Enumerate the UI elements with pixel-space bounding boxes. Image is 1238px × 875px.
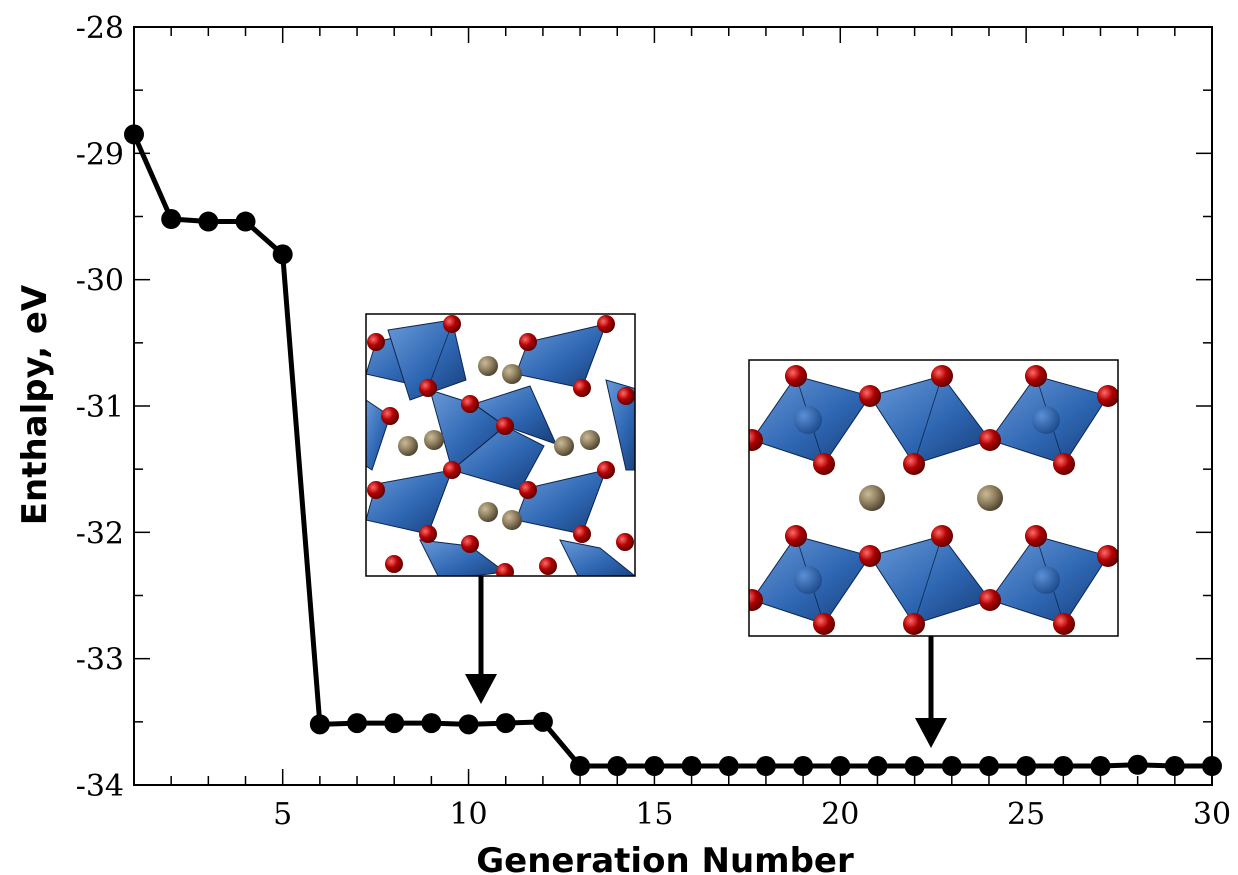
inset-2-arrow bbox=[915, 636, 947, 748]
data-point bbox=[1127, 754, 1148, 775]
data-point bbox=[607, 756, 628, 777]
y-tick-label: -34 bbox=[76, 769, 124, 804]
y-axis-title: Enthalpy, eV bbox=[15, 284, 55, 525]
data-point bbox=[681, 756, 702, 777]
data-point bbox=[161, 209, 182, 230]
y-tick-label: -30 bbox=[76, 264, 124, 299]
x-tick-label: 5 bbox=[273, 797, 292, 832]
y-tick-label: -28 bbox=[76, 11, 124, 46]
inset-1-arrow bbox=[465, 576, 497, 704]
data-point bbox=[793, 756, 814, 777]
data-point bbox=[904, 756, 925, 777]
data-point bbox=[941, 756, 962, 777]
x-tick-label: 10 bbox=[449, 797, 487, 832]
data-point bbox=[978, 756, 999, 777]
y-tick-label: -32 bbox=[76, 516, 124, 551]
x-tick-label: 20 bbox=[821, 797, 859, 832]
enthalpy-series bbox=[124, 124, 1222, 777]
data-point bbox=[1090, 756, 1111, 777]
data-point bbox=[495, 713, 516, 734]
data-point bbox=[755, 756, 776, 777]
data-point bbox=[235, 211, 256, 232]
data-point bbox=[570, 756, 591, 777]
data-point bbox=[347, 713, 368, 734]
data-point bbox=[1053, 756, 1074, 777]
data-point bbox=[198, 211, 219, 232]
y-tick-label: -29 bbox=[76, 137, 124, 172]
data-point bbox=[718, 756, 739, 777]
data-point bbox=[384, 713, 405, 734]
y-tick-label: -31 bbox=[76, 390, 124, 425]
axis-tick-labels: 5 10 15 20 25 30 -34 -33 -32 -31 -30 -29 -28 bbox=[76, 11, 1231, 832]
x-tick-label: 15 bbox=[635, 797, 673, 832]
crystal-structure-inset-2 bbox=[748, 359, 1119, 637]
crystal-structure-inset-1 bbox=[365, 313, 636, 577]
data-point bbox=[1202, 756, 1222, 777]
x-tick-label: 25 bbox=[1007, 797, 1045, 832]
data-point bbox=[458, 714, 479, 735]
data-point bbox=[124, 124, 144, 145]
data-point bbox=[830, 756, 851, 777]
x-axis-title: Generation Number bbox=[476, 841, 854, 875]
data-point bbox=[309, 714, 330, 735]
data-point bbox=[1016, 756, 1037, 777]
data-point bbox=[272, 244, 293, 265]
data-point bbox=[644, 756, 665, 777]
x-tick-label: 30 bbox=[1193, 797, 1231, 832]
data-point bbox=[867, 756, 888, 777]
data-point bbox=[421, 713, 442, 734]
data-point bbox=[532, 711, 553, 732]
data-point bbox=[1164, 756, 1185, 777]
y-tick-label: -33 bbox=[76, 643, 124, 678]
